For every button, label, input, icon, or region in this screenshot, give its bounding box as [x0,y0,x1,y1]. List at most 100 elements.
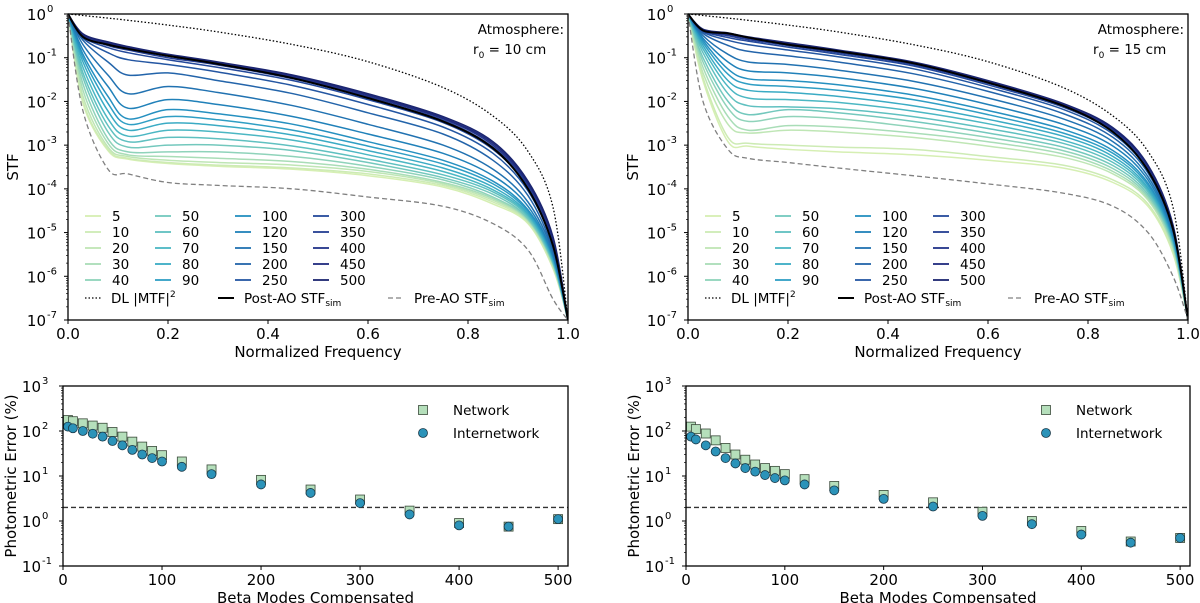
y-tick-exponent: -5 [667,223,677,234]
x-tick-label: 0.0 [56,325,80,343]
y-tick-base: 10 [22,513,41,531]
series-internetwork [63,421,563,532]
series-line-90 [688,13,1188,321]
internetwork-point [1076,529,1087,540]
y-tick-exponent: -3 [667,135,677,146]
series-line-450 [688,13,1188,321]
series-line-300 [688,13,1188,321]
y-tick-label: 10-7 [647,310,677,330]
internetwork-point [1175,533,1186,543]
network-point [97,422,108,433]
y-tick-base: 10 [645,558,664,576]
y-tick-exponent: -4 [667,179,677,190]
y-tick-exponent: 3 [42,376,48,387]
y-tick-base: 10 [645,468,664,486]
network-point [690,424,701,435]
series-line-40 [688,13,1188,321]
y-tick-exponent: -5 [47,223,57,234]
y-tick-exponent: 2 [665,421,671,432]
stf-panel: Atmosphere:r0 = 15 cm5102030405060708090… [624,4,1200,361]
internetwork-point [256,479,266,490]
annotation-value: = 15 cm [1104,42,1166,58]
plot-area [688,13,1188,321]
x-tick-label: 200 [869,571,898,589]
internetwork-point [977,510,988,521]
legend-label-10: 10 [732,225,749,241]
y-tick-label: 100 [647,4,673,24]
series-line-500 [688,13,1188,321]
legend-superscript: 2 [170,290,176,300]
network-point [700,428,711,439]
legend-label-500: 500 [340,273,366,289]
legend-label-250: 250 [882,273,908,289]
legend-label-100: 100 [882,209,908,225]
x-tick-label: 300 [346,571,375,589]
network-point [87,420,98,431]
internetwork-point [117,440,128,451]
series-line-120 [688,13,1188,321]
y-tick-base: 10 [27,93,46,111]
legend-label-80: 80 [182,257,199,273]
y-tick-label: 10-1 [647,48,677,68]
series-line-50 [68,13,568,321]
internetwork-point [1125,537,1136,548]
network-point [710,435,721,446]
series-line-200 [688,13,1188,321]
y-tick-base: 10 [22,558,41,576]
legend-label-150: 150 [262,241,288,257]
series-line-70 [688,13,1188,321]
legend-label-5: 5 [112,209,121,225]
y-tick-exponent: 1 [42,466,48,477]
internetwork-point [107,436,118,446]
legend-marker-network [1041,405,1051,415]
network-point [740,454,751,465]
series-line-150 [688,13,1188,321]
legend-subscript: sim [489,299,505,309]
y-tick-label: 100 [22,511,48,531]
y-tick-exponent: -7 [667,310,677,321]
internetwork-point [87,428,98,439]
legend-label-400: 400 [960,241,986,257]
series-line-350 [688,13,1188,321]
x-tick-label: 400 [1067,571,1096,589]
y-tick-label: 10-4 [647,179,677,199]
internetwork-point [799,479,810,490]
legend-label-90: 90 [182,273,199,289]
post-ao-stf-line [688,13,1188,321]
x-tick-label: 0.6 [356,325,380,343]
y-axis-label: Photometric Error (%) [2,394,20,557]
internetwork-point [720,453,731,463]
y-tick-exponent: 0 [665,511,671,522]
x-tick-label: 100 [148,571,177,589]
x-tick-label: 0.8 [456,325,480,343]
legend-label-400: 400 [340,241,366,257]
legend-label-450: 450 [960,257,986,273]
legend-label-internetwork: Internetwork [453,426,539,442]
legend-label-network: Network [1076,403,1133,419]
axes-frame [67,13,569,321]
legend-label-post-ao: Post-AO STFsim [244,291,341,309]
series-internetwork [686,431,1186,548]
x-tick-label: 100 [771,571,800,589]
y-tick-label: 100 [645,511,671,531]
legend-label-dl: DL |MTF|2 [731,290,796,307]
x-tick-label: 0.2 [156,325,180,343]
series-line-120 [68,13,568,321]
x-tick-label: 0 [58,571,68,589]
legend-label-text: Pre-AO STF [1034,291,1109,307]
legend-subscript: sim [945,299,961,309]
internetwork-point [206,469,217,480]
dl-mtf-line [688,13,1188,321]
legend-label-150: 150 [882,241,908,257]
legend-label-50: 50 [802,209,819,225]
legend: Network Internetwork [1041,403,1162,442]
pre-ao-stf-line [68,13,568,321]
legend-label-40: 40 [732,273,749,289]
y-tick-exponent: -7 [47,310,57,321]
legend-label-text: Post-AO STF [864,291,945,307]
internetwork-point [127,445,138,455]
y-tick-base: 10 [27,181,46,199]
legend-label-300: 300 [340,209,366,225]
